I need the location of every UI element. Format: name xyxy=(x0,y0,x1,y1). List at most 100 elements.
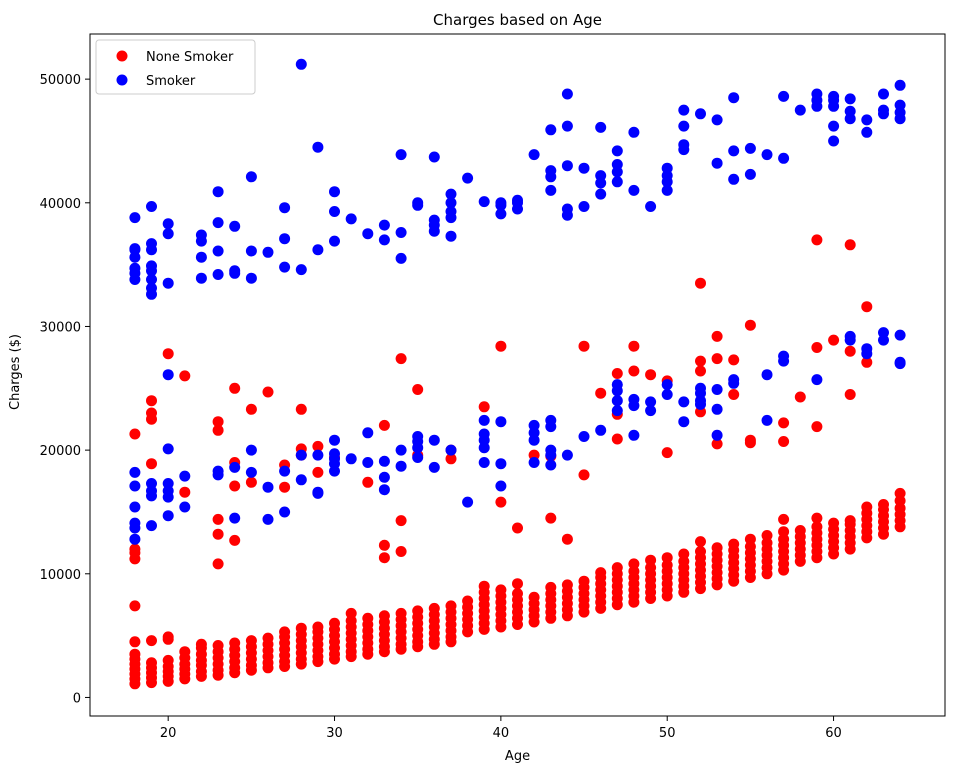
smoker-point xyxy=(828,90,840,102)
smoker-point xyxy=(628,393,640,405)
nonsmoker-point xyxy=(478,580,490,592)
smoker-point xyxy=(195,251,207,263)
smoker-point xyxy=(528,149,540,161)
nonsmoker-point xyxy=(146,657,157,669)
smoker-point xyxy=(761,414,773,426)
nonsmoker-point xyxy=(611,368,623,379)
nonsmoker-point xyxy=(179,486,191,498)
nonsmoker-point xyxy=(129,636,141,648)
smoker-point xyxy=(362,457,374,468)
smoker-point xyxy=(611,145,623,157)
nonsmoker-point xyxy=(778,417,790,429)
nonsmoker-point xyxy=(512,522,523,534)
smoker-point xyxy=(445,444,457,456)
smoker-point xyxy=(146,260,157,272)
smoker-point xyxy=(245,272,257,284)
smoker-point xyxy=(129,517,141,529)
smoker-point xyxy=(245,444,257,456)
nonsmoker-point xyxy=(445,453,457,465)
smoker-point xyxy=(661,184,673,196)
nonsmoker-point xyxy=(162,631,174,643)
legend-marker-nonsmoker xyxy=(116,50,128,62)
x-tick-label: 40 xyxy=(493,726,510,741)
smoker-point xyxy=(412,431,424,442)
nonsmoker-point xyxy=(146,458,157,470)
smoker-point xyxy=(162,478,174,489)
smoker-point xyxy=(728,173,740,185)
x-axis: 20 30 40 50 60 xyxy=(160,716,842,741)
smoker-point xyxy=(312,486,324,498)
nonsmoker-point xyxy=(878,499,889,510)
smoker-point xyxy=(162,228,174,240)
smoker-point xyxy=(878,104,889,116)
nonsmoker-point xyxy=(828,334,840,346)
nonsmoker-point xyxy=(628,340,640,352)
y-tick-label: 30000 xyxy=(40,320,81,335)
smoker-point xyxy=(828,120,840,132)
nonsmoker-point xyxy=(212,558,224,570)
smoker-point xyxy=(162,277,174,289)
nonsmoker-point xyxy=(312,440,324,452)
smoker-point xyxy=(478,414,490,426)
smoker-point xyxy=(744,142,756,154)
y-tick-label: 20000 xyxy=(40,444,81,459)
nonsmoker-point xyxy=(195,638,207,650)
smoker-point xyxy=(545,165,557,177)
smoker-point xyxy=(245,171,257,183)
smoker-point xyxy=(661,389,673,400)
nonsmoker-point xyxy=(146,395,157,407)
points-layer xyxy=(129,58,906,690)
smoker-point xyxy=(678,120,690,132)
x-tick-label: 50 xyxy=(659,726,676,741)
smoker-point xyxy=(578,162,590,174)
nonsmoker-point xyxy=(495,584,507,596)
smoker-point xyxy=(362,228,374,240)
nonsmoker-point xyxy=(578,575,590,587)
smoker-point xyxy=(545,184,557,196)
smoker-point xyxy=(428,214,440,226)
nonsmoker-point xyxy=(495,496,507,508)
nonsmoker-point xyxy=(495,340,507,352)
nonsmoker-point xyxy=(212,416,224,428)
smoker-point xyxy=(528,419,540,431)
smoker-point xyxy=(595,170,607,182)
smoker-point xyxy=(279,233,291,245)
smoker-point xyxy=(195,272,207,284)
smoker-point xyxy=(279,465,291,477)
smoker-point xyxy=(561,203,573,215)
smoker-point xyxy=(428,434,440,446)
smoker-point xyxy=(595,424,607,436)
smoker-point xyxy=(329,434,340,446)
smoker-point xyxy=(462,496,474,508)
y-axis-label: Charges ($) xyxy=(8,334,23,410)
nonsmoker-point xyxy=(861,356,873,368)
smoker-point xyxy=(794,104,806,116)
nonsmoker-point xyxy=(129,543,141,555)
nonsmoker-point xyxy=(179,646,191,658)
nonsmoker-point xyxy=(628,365,640,377)
smoker-point xyxy=(295,449,307,461)
smoker-point xyxy=(894,99,906,111)
smoker-point xyxy=(678,139,690,151)
smoker-point xyxy=(645,405,657,417)
smoker-point xyxy=(844,330,856,342)
smoker-point xyxy=(744,168,756,180)
smoker-point xyxy=(728,374,740,386)
smoker-point xyxy=(645,201,657,212)
nonsmoker-point xyxy=(162,348,174,360)
smoker-point xyxy=(695,382,706,394)
nonsmoker-point xyxy=(661,552,673,564)
nonsmoker-point xyxy=(628,558,640,570)
nonsmoker-point xyxy=(362,476,374,488)
smoker-point xyxy=(478,428,490,440)
nonsmoker-point xyxy=(295,622,307,634)
nonsmoker-point xyxy=(212,640,224,651)
nonsmoker-point xyxy=(279,481,291,493)
smoker-point xyxy=(229,220,241,232)
nonsmoker-point xyxy=(695,277,706,289)
smoker-point xyxy=(778,350,790,362)
nonsmoker-point xyxy=(478,401,490,413)
smoker-point xyxy=(146,478,157,489)
nonsmoker-point xyxy=(695,365,706,377)
